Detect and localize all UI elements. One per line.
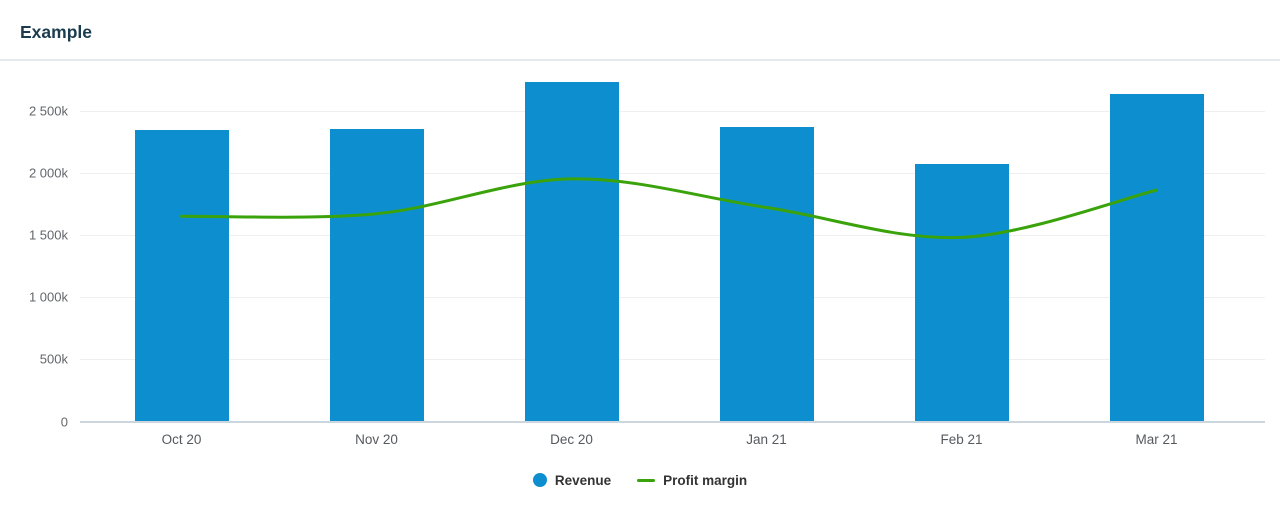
revenue-bar-mar-21[interactable] <box>1109 94 1204 422</box>
revenue-bar-nov-20[interactable] <box>329 129 424 422</box>
legend-label-revenue: Revenue <box>554 472 612 488</box>
x-axis-label-oct-20: Oct 20 <box>161 432 202 447</box>
revenue-bar-feb-21[interactable] <box>914 163 1009 422</box>
legend-item-revenue[interactable]: Revenue <box>532 472 612 488</box>
revenue-bar-dec-20[interactable] <box>524 81 619 422</box>
revenue-bar-oct-20[interactable] <box>134 130 229 422</box>
chart-area: 0 500k 1 000k 1 500k 2 000k 2 500k Oct 20 Nov 2… <box>28 81 1265 447</box>
gridline <box>80 234 1265 236</box>
x-axis-label-mar-21: Mar 21 <box>1135 432 1178 447</box>
legend-item-profit-margin[interactable]: Profit margin <box>637 473 747 488</box>
gridline <box>80 297 1265 299</box>
gridline <box>80 110 1265 112</box>
legend-label-profit-margin: Profit margin <box>663 472 748 488</box>
gridline <box>80 359 1265 361</box>
gridline <box>80 172 1265 174</box>
revenue-circle-marker-icon <box>532 473 547 487</box>
y-axis-tick-label: 500k <box>39 351 68 367</box>
x-axis-label-nov-20: Nov 20 <box>355 432 398 447</box>
chart-header: Example <box>0 0 1280 61</box>
revenue-bar-jan-21[interactable] <box>719 126 814 422</box>
x-axis-label-dec-20: Dec 20 <box>550 432 593 447</box>
x-axis-label-jan-21: Jan 21 <box>746 432 787 447</box>
y-axis-tick-label: 2 000k <box>28 165 68 181</box>
chart-legend: Revenue Profit margin <box>0 469 1280 491</box>
y-axis-tick-label: 2 500k <box>28 103 68 118</box>
y-axis-tick-label: 1 500k <box>28 227 68 243</box>
x-axis-line <box>80 421 1265 423</box>
page-title: Example <box>20 22 92 42</box>
header-divider <box>0 59 1280 61</box>
y-axis-tick-label: 0 <box>60 414 68 429</box>
profit-margin-line-marker-icon <box>637 478 656 482</box>
y-axis-tick-label: 1 000k <box>28 289 68 305</box>
x-axis-label-feb-21: Feb 21 <box>940 432 983 447</box>
profit-margin-line[interactable] <box>180 177 1158 240</box>
line-series-layer <box>180 177 1158 240</box>
